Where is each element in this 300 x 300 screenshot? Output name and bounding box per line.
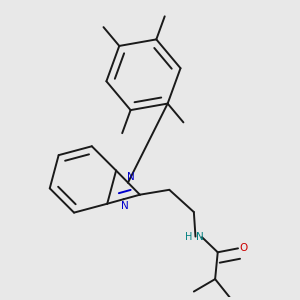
Text: N: N [128, 172, 135, 182]
Text: N: N [196, 232, 204, 242]
Text: O: O [239, 243, 248, 253]
Text: N: N [121, 201, 129, 212]
Text: H: H [184, 232, 192, 242]
